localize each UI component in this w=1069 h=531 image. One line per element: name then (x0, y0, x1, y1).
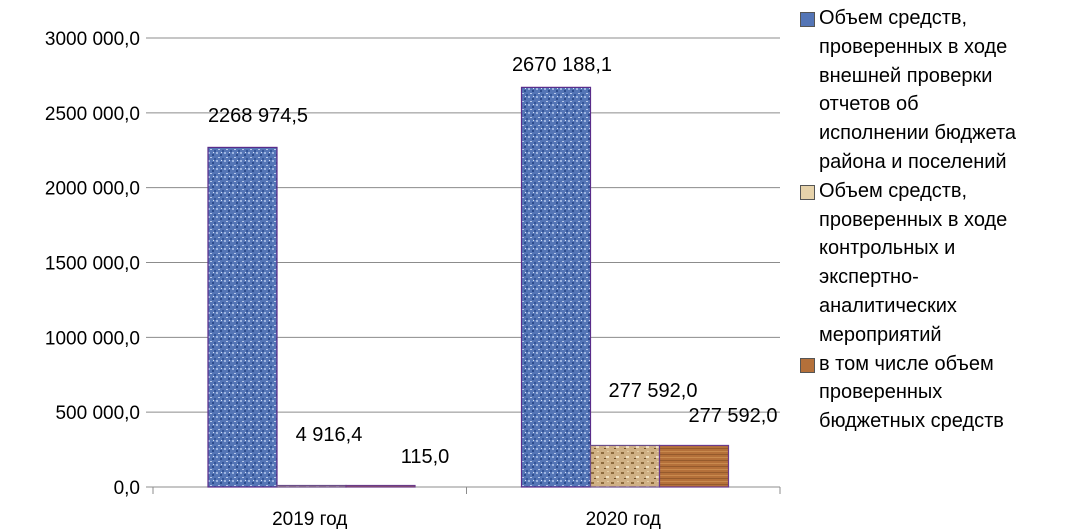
y-tick-label: 1500 000,0 (45, 254, 140, 275)
bar (658, 444, 730, 488)
bar (589, 444, 661, 488)
y-tick-label: 2500 000,0 (45, 104, 140, 125)
x-category-label: 2019 год (272, 509, 347, 530)
bar (207, 146, 278, 488)
plot-labels: 0,0 500 000,0 1000 000,0 1500 000,0 2000 000… (45, 29, 778, 530)
legend-item: в том числе объем проверенных бюджетных … (800, 350, 1068, 436)
plot-bars (207, 86, 730, 488)
y-tick-label: 0,0 (114, 478, 140, 499)
legend-item: Объем средств, проверенных в ходе контро… (800, 177, 1068, 350)
data-label: 277 592,0 (609, 380, 698, 402)
legend-label: Объем средств, проверенных в ходе контро… (819, 179, 1008, 346)
data-label: 2268 974,5 (208, 105, 308, 127)
y-tick-label: 2000 000,0 (45, 179, 140, 200)
data-label: 277 592,0 (689, 405, 778, 427)
legend-swatch (800, 12, 815, 27)
legend-label: в том числе объем проверенных бюджетных … (819, 352, 1004, 433)
legend-label: Объем средств, проверенных в ходе внешне… (819, 7, 1017, 173)
legend-swatch (800, 357, 815, 373)
data-label: 115,0 (401, 446, 450, 468)
legend-swatch (800, 184, 815, 200)
y-tick-label: 3000 000,0 (45, 29, 140, 50)
data-label: 4 916,4 (296, 424, 363, 446)
bar (276, 484, 347, 488)
legend-item: Объем средств, проверенных в ходе внешне… (800, 4, 1068, 177)
data-label: 2670 188,1 (512, 54, 612, 76)
y-tick-label: 1000 000,0 (45, 328, 140, 349)
x-category-label: 2020 год (586, 509, 661, 530)
chart-legend: Объем средств, проверенных в ходе внешне… (800, 4, 1068, 436)
bar (345, 484, 416, 488)
bar (520, 86, 592, 488)
y-tick-label: 500 000,0 (55, 403, 140, 424)
